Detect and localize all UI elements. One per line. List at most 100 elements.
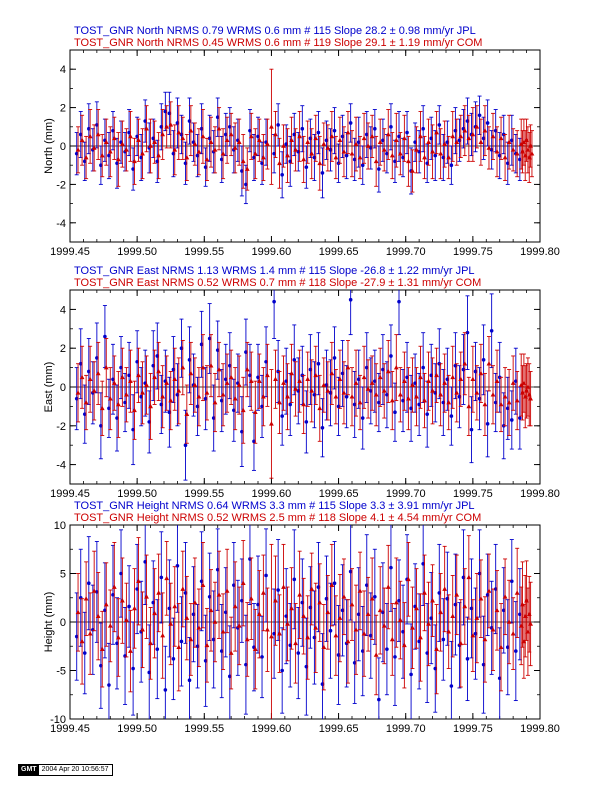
north-data-point-com bbox=[438, 151, 444, 156]
east-data-point-com bbox=[422, 397, 427, 403]
north-data-point-jpl bbox=[360, 163, 365, 167]
height-data-point-jpl bbox=[332, 581, 337, 585]
north-data-point-com bbox=[124, 147, 129, 152]
north-data-point-com bbox=[490, 133, 496, 139]
height-data-point-com bbox=[377, 607, 383, 613]
height-data-point-com bbox=[446, 629, 452, 634]
north-data-point-com bbox=[333, 154, 339, 160]
height-data-point-com bbox=[305, 634, 311, 640]
height-data-point-com bbox=[454, 592, 460, 597]
height-x-tick-label: 1999.75 bbox=[453, 723, 493, 735]
east-data-point-com bbox=[345, 365, 351, 370]
east-data-point-com bbox=[265, 372, 270, 378]
north-x-tick-label: 1999.75 bbox=[453, 246, 493, 258]
height-y-tick-label: 0 bbox=[60, 617, 66, 629]
north-data-point-com bbox=[200, 133, 206, 139]
east-data-point-com bbox=[293, 386, 298, 391]
east-data-point-com bbox=[128, 378, 133, 383]
height-data-point-com bbox=[381, 623, 387, 628]
east-data-point-com bbox=[401, 378, 407, 383]
height-data-point-com bbox=[329, 582, 335, 587]
north-data-point-com bbox=[144, 126, 149, 131]
east-data-point-jpl bbox=[304, 420, 309, 424]
height-data-point-com bbox=[301, 613, 307, 618]
north-x-tick-label: 1999.50 bbox=[117, 246, 157, 258]
north-data-point-com bbox=[107, 149, 113, 154]
height-data-point-com bbox=[180, 586, 186, 591]
east-data-point-com bbox=[192, 382, 198, 387]
east-data-point-com bbox=[99, 405, 105, 411]
east-data-point-jpl bbox=[425, 412, 430, 416]
north-data-point-com bbox=[204, 156, 210, 162]
north-data-point-com bbox=[482, 128, 488, 133]
north-data-point-com bbox=[196, 149, 202, 154]
east-data-point-jpl bbox=[518, 416, 522, 420]
height-data-point-com bbox=[220, 629, 226, 634]
east-data-point-com bbox=[397, 392, 403, 397]
north-data-point-com bbox=[224, 137, 230, 143]
east-data-point-com bbox=[136, 372, 141, 378]
north-data-point-com bbox=[341, 149, 347, 154]
height-data-point-com bbox=[160, 632, 166, 638]
north-data-point-com bbox=[422, 154, 427, 160]
height-data-point-jpl bbox=[296, 651, 301, 655]
height-data-point-com bbox=[184, 615, 190, 620]
east-data-point-com bbox=[333, 394, 339, 399]
height-data-point-jpl bbox=[377, 697, 381, 702]
east-data-point-com bbox=[220, 392, 226, 397]
height-data-point-com bbox=[168, 621, 174, 626]
east-data-point-com bbox=[148, 403, 153, 409]
north-y-axis-label: North (mm) bbox=[43, 118, 55, 174]
height-data-point-com bbox=[240, 580, 246, 585]
height-data-point-com bbox=[422, 590, 427, 595]
north-data-point-com bbox=[285, 153, 290, 158]
north-data-point-com bbox=[329, 133, 335, 139]
height-data-point-com bbox=[434, 646, 439, 651]
east-x-tick-label: 1999.60 bbox=[252, 488, 292, 500]
north-data-point-jpl bbox=[373, 126, 377, 131]
east-data-point-com bbox=[252, 409, 258, 415]
height-data-point-com bbox=[482, 636, 488, 642]
height-data-point-com bbox=[289, 605, 294, 611]
east-data-point-com bbox=[510, 380, 516, 385]
north-data-point-com bbox=[119, 141, 125, 146]
east-data-point-com bbox=[111, 380, 117, 385]
height-data-point-com bbox=[216, 592, 222, 597]
height-data-point-com bbox=[410, 625, 415, 630]
east-data-point-com bbox=[321, 382, 327, 387]
north-data-point-com bbox=[212, 147, 218, 152]
north-data-point-com bbox=[281, 143, 286, 148]
height-data-point-jpl bbox=[127, 604, 131, 609]
north-x-tick-label: 1999.65 bbox=[319, 246, 359, 258]
gmt-logo: GMT bbox=[19, 765, 39, 775]
north-data-point-jpl bbox=[320, 171, 325, 175]
north-data-point-com bbox=[458, 133, 464, 139]
north-data-point-com bbox=[180, 135, 186, 141]
north-data-point-com bbox=[317, 160, 323, 166]
east-data-point-com bbox=[502, 394, 508, 399]
north-data-point-com bbox=[466, 135, 472, 141]
north-panel: 1999.45 1999.50 1999.55 1999.60 1999.65 1999.… bbox=[43, 25, 560, 258]
east-data-point-com bbox=[528, 396, 533, 401]
east-data-point-com bbox=[317, 405, 323, 411]
north-data-point-com bbox=[514, 151, 520, 156]
north-data-point-com bbox=[220, 151, 226, 156]
height-data-point-jpl bbox=[389, 565, 393, 570]
height-x-tick-label: 1999.50 bbox=[117, 723, 157, 735]
east-data-point-com bbox=[446, 399, 452, 405]
height-data-point-jpl bbox=[385, 647, 389, 651]
north-data-point-com bbox=[498, 135, 504, 141]
east-data-point-jpl bbox=[397, 299, 401, 304]
east-data-point-com bbox=[95, 370, 101, 376]
north-data-point-com bbox=[454, 139, 460, 144]
east-data-point-jpl bbox=[393, 410, 397, 415]
north-data-point-com bbox=[313, 135, 319, 141]
east-data-point-com bbox=[240, 407, 246, 413]
height-y-tick-label: 5 bbox=[60, 569, 66, 581]
east-data-point-com bbox=[248, 378, 254, 383]
north-data-point-com bbox=[373, 158, 379, 164]
east-data-point-com bbox=[458, 376, 464, 382]
north-data-point-jpl bbox=[377, 167, 381, 171]
north-data-point-com bbox=[357, 154, 363, 160]
north-data-point-com bbox=[269, 124, 274, 129]
